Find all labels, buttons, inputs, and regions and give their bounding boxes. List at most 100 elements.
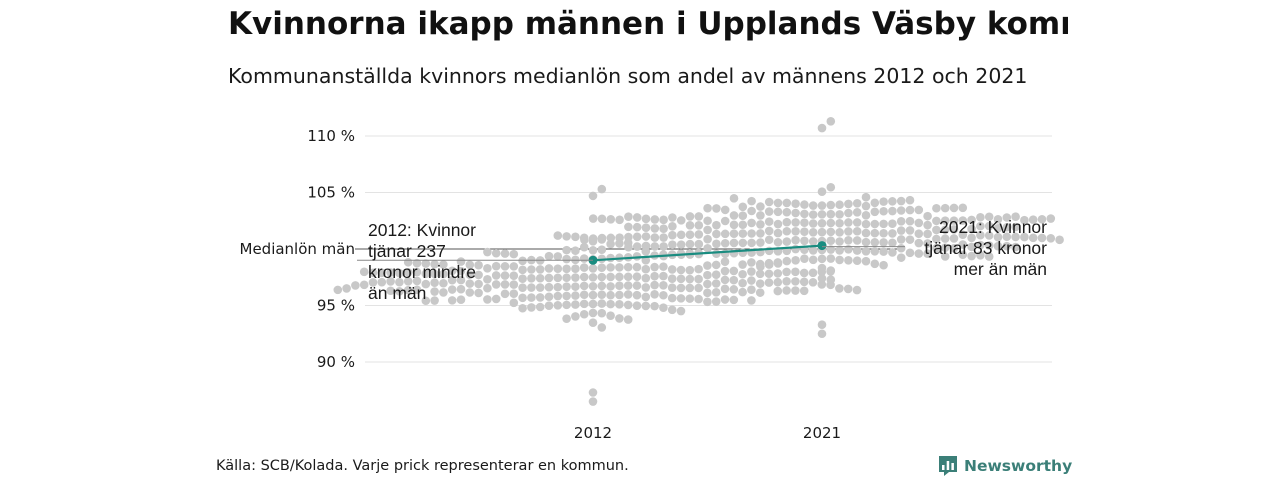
municipality-dot xyxy=(430,278,439,288)
municipality-dot xyxy=(896,243,906,253)
municipality-dot xyxy=(641,292,651,302)
municipality-dot xyxy=(676,294,686,303)
municipality-dot xyxy=(993,224,1003,233)
municipality-dot xyxy=(659,262,668,271)
municipality-dot xyxy=(483,295,492,304)
municipality-dot xyxy=(588,397,598,406)
municipality-dot xyxy=(1037,233,1047,243)
municipality-dot xyxy=(685,230,695,239)
municipality-dot xyxy=(1020,215,1029,225)
municipality-dot xyxy=(544,273,554,283)
municipality-dot xyxy=(597,263,607,272)
municipality-dot xyxy=(588,273,598,282)
municipality-dot xyxy=(879,197,888,206)
municipality-dot xyxy=(676,240,686,249)
municipality-dot xyxy=(756,262,765,271)
municipality-dot xyxy=(641,214,651,224)
municipality-dot xyxy=(571,246,580,256)
municipality-dot xyxy=(703,243,712,253)
municipality-dot xyxy=(747,296,756,305)
municipality-dot xyxy=(835,284,844,293)
municipality-dot xyxy=(738,211,748,220)
municipality-dot xyxy=(870,198,880,208)
municipality-dot xyxy=(747,276,756,285)
municipality-dot xyxy=(1046,214,1056,223)
municipality-dot xyxy=(764,197,774,207)
municipality-dot xyxy=(359,267,369,277)
municipality-dot xyxy=(456,295,466,304)
municipality-dot xyxy=(588,290,598,300)
municipality-dot xyxy=(685,294,695,303)
municipality-dot xyxy=(729,285,739,294)
municipality-dot xyxy=(368,268,378,278)
municipality-dot xyxy=(843,284,853,294)
municipality-dot xyxy=(791,235,800,245)
municipality-dot xyxy=(615,263,624,272)
municipality-dot xyxy=(447,275,457,285)
municipality-dot xyxy=(588,318,598,327)
municipality-dot xyxy=(896,253,906,262)
municipality-dot xyxy=(588,281,598,291)
municipality-dot xyxy=(852,285,862,295)
municipality-dot xyxy=(712,239,721,249)
municipality-dot xyxy=(870,237,880,247)
municipality-dot xyxy=(659,303,668,312)
municipality-dot xyxy=(826,182,836,192)
municipality-dot xyxy=(465,288,475,297)
municipality-dot xyxy=(888,197,897,206)
municipality-dot xyxy=(896,196,906,206)
municipality-dot xyxy=(782,198,792,208)
municipality-dot xyxy=(430,296,439,305)
municipality-dot xyxy=(993,241,1003,251)
municipality-dot xyxy=(676,216,686,225)
municipality-dot xyxy=(826,245,836,254)
municipality-dot xyxy=(562,300,571,310)
municipality-dot xyxy=(896,226,906,235)
municipality-dot xyxy=(949,225,959,234)
municipality-dot xyxy=(500,280,510,289)
municipality-dot xyxy=(588,388,598,397)
municipality-dot xyxy=(659,242,668,251)
brand[interactable]: Newsworthy xyxy=(938,455,1072,477)
municipality-dot xyxy=(826,200,836,210)
municipality-dot xyxy=(439,269,448,279)
municipality-dot xyxy=(808,268,818,278)
municipality-dot xyxy=(940,216,950,225)
highlight-point xyxy=(817,241,827,251)
municipality-dot xyxy=(799,277,809,287)
municipality-dot xyxy=(861,210,871,220)
municipality-dot xyxy=(879,247,888,256)
municipality-dot xyxy=(905,235,915,244)
municipality-dot xyxy=(764,278,774,287)
municipality-dot xyxy=(579,242,589,252)
municipality-dot xyxy=(984,231,994,240)
y-tick-label: 105 % xyxy=(307,184,355,202)
municipality-dot xyxy=(835,255,844,265)
municipality-dot xyxy=(932,203,941,213)
municipality-dot xyxy=(597,214,607,224)
municipality-dot xyxy=(932,243,941,253)
municipality-dot xyxy=(747,196,756,206)
municipality-dot xyxy=(703,288,712,298)
municipality-dot xyxy=(967,215,976,225)
municipality-dot xyxy=(544,301,554,310)
municipality-dot xyxy=(641,223,651,232)
municipality-dot xyxy=(976,221,985,231)
municipality-dot xyxy=(553,231,563,240)
municipality-dot xyxy=(782,226,792,236)
municipality-dot xyxy=(720,295,730,304)
municipality-dot xyxy=(932,216,941,226)
municipality-dot xyxy=(676,230,686,240)
municipality-dot xyxy=(720,275,730,285)
municipality-dot xyxy=(703,203,712,213)
municipality-dot xyxy=(782,217,792,227)
municipality-dot xyxy=(615,290,624,300)
municipality-dot xyxy=(923,229,932,239)
municipality-dot xyxy=(808,210,818,219)
municipality-dot xyxy=(632,232,642,242)
municipality-dot xyxy=(729,211,739,220)
municipality-dot xyxy=(685,212,695,221)
municipality-dot xyxy=(571,312,580,321)
municipality-dot xyxy=(1011,242,1020,252)
municipality-dot xyxy=(474,270,483,280)
